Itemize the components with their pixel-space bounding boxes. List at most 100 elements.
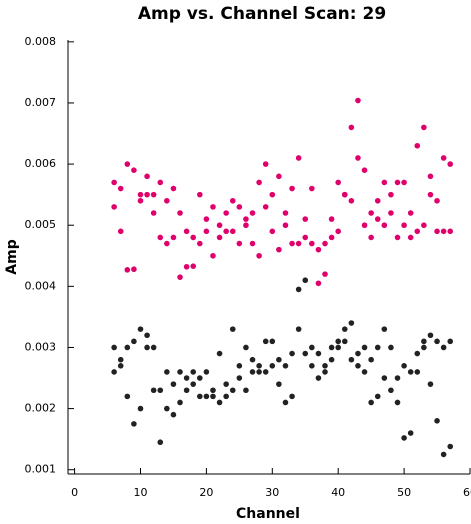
point: [289, 393, 295, 400]
point: [124, 393, 131, 400]
point: [421, 344, 427, 351]
point: [315, 375, 322, 381]
point: [381, 222, 388, 229]
point: [447, 338, 454, 345]
point: [355, 363, 361, 369]
point: [427, 173, 434, 180]
point: [289, 185, 295, 192]
point: [348, 356, 355, 363]
point: [183, 263, 190, 270]
point: [335, 338, 341, 345]
point: [368, 210, 374, 216]
point: [394, 375, 401, 381]
point: [348, 124, 355, 131]
point: [164, 197, 170, 204]
point: [341, 326, 348, 332]
y-tick-label: 0.008: [25, 35, 57, 48]
point: [295, 240, 302, 247]
point: [203, 369, 210, 375]
point: [229, 387, 236, 394]
point: [117, 356, 124, 363]
point: [249, 356, 256, 363]
point: [216, 399, 223, 406]
point: [131, 421, 137, 427]
y-tick-label: 0.007: [25, 96, 57, 109]
point: [447, 161, 454, 167]
point: [229, 228, 236, 235]
point: [341, 338, 348, 345]
point: [328, 234, 335, 241]
point: [236, 363, 243, 369]
point: [447, 228, 454, 235]
point: [223, 393, 229, 400]
point: [256, 252, 262, 259]
point: [440, 228, 447, 235]
point: [117, 185, 124, 192]
point: [216, 234, 223, 241]
point: [197, 191, 203, 198]
point: [111, 179, 117, 186]
x-tick-label: 0: [71, 486, 78, 499]
point: [243, 344, 249, 351]
point: [137, 197, 144, 204]
point: [289, 240, 295, 247]
point: [374, 344, 381, 351]
point: [414, 369, 421, 375]
point: [348, 320, 355, 326]
point: [256, 179, 262, 186]
point: [203, 216, 210, 222]
point: [401, 179, 407, 186]
point: [434, 228, 440, 235]
point: [302, 216, 309, 222]
point: [170, 411, 177, 418]
point: [137, 326, 144, 332]
point: [335, 179, 341, 186]
point: [315, 280, 322, 287]
point: [401, 435, 407, 441]
point: [322, 271, 328, 277]
point: [361, 222, 368, 229]
point: [197, 393, 203, 400]
point: [355, 155, 361, 161]
x-axis-label: Channel: [236, 506, 300, 522]
point: [440, 155, 447, 161]
point: [322, 240, 328, 247]
point: [256, 369, 262, 375]
point: [269, 338, 276, 345]
point: [131, 338, 137, 345]
point: [157, 179, 164, 186]
point: [144, 173, 150, 180]
point: [124, 267, 131, 273]
point: [368, 356, 374, 363]
y-tick-label: 0.001: [25, 463, 57, 476]
point: [249, 240, 256, 247]
point: [210, 387, 216, 394]
point: [282, 210, 289, 216]
point: [150, 191, 157, 198]
point: [315, 350, 322, 357]
point: [183, 387, 190, 394]
point: [440, 451, 447, 458]
x-tick-label: 30: [265, 486, 279, 499]
point: [361, 167, 368, 173]
point: [262, 338, 269, 345]
point: [157, 439, 164, 446]
point: [177, 210, 183, 216]
point: [414, 142, 421, 149]
point: [368, 234, 374, 241]
point: [164, 369, 170, 375]
point: [164, 405, 170, 412]
point: [117, 363, 124, 369]
point: [269, 228, 276, 235]
y-tick-label: 0.003: [25, 340, 57, 353]
point: [190, 234, 197, 241]
point: [407, 430, 414, 436]
point: [295, 326, 302, 332]
point: [309, 363, 315, 369]
point: [315, 246, 322, 253]
point: [276, 173, 282, 180]
point: [144, 332, 150, 339]
point: [243, 222, 249, 229]
point: [157, 387, 164, 394]
